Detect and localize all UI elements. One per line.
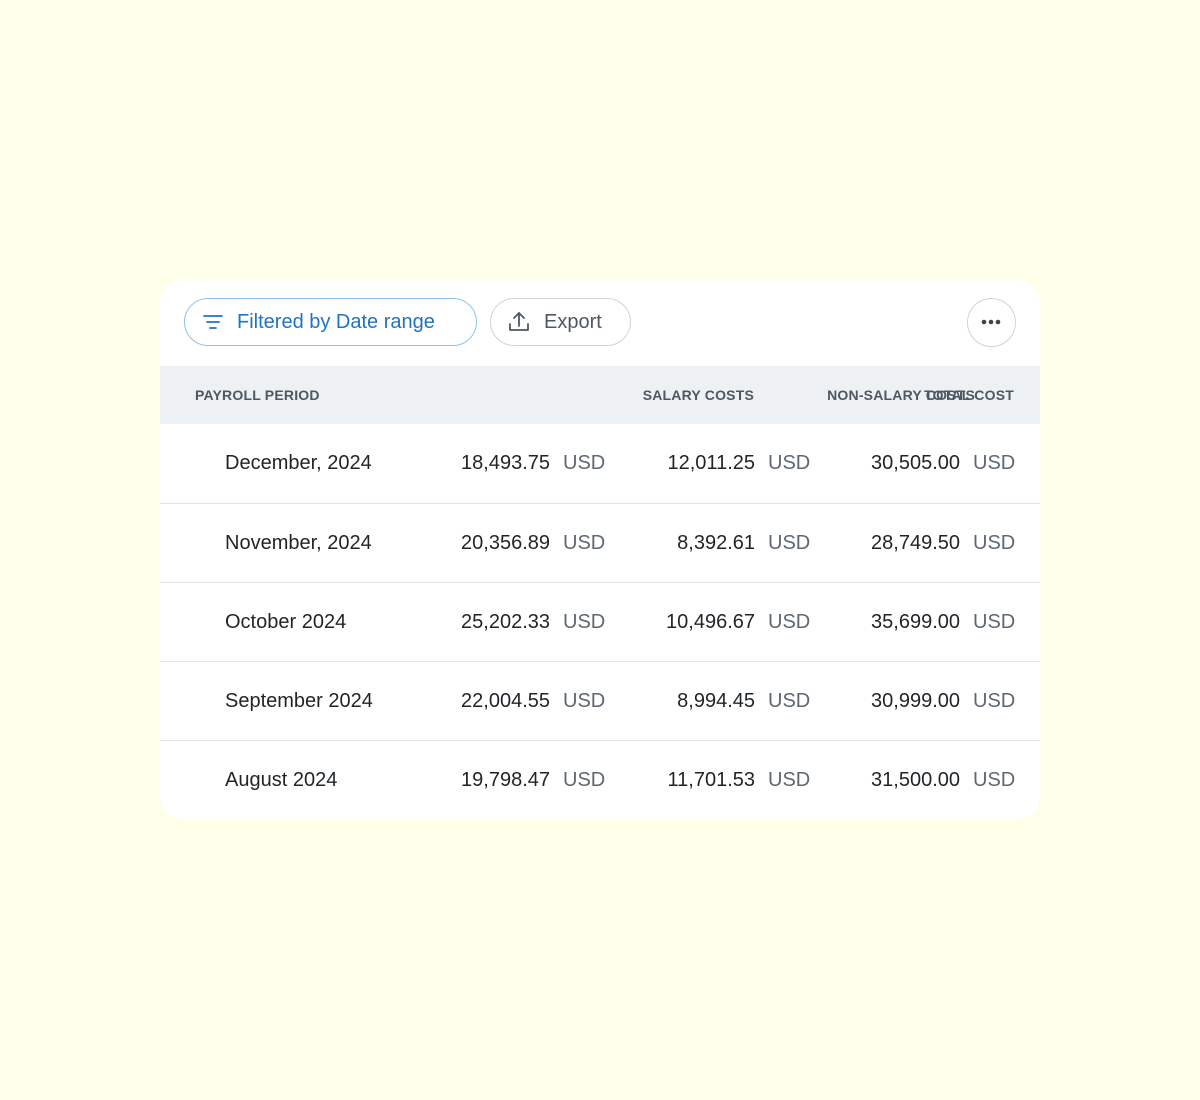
currency: USD bbox=[563, 532, 606, 554]
currency: USD bbox=[563, 452, 606, 474]
currency: USD bbox=[973, 690, 1016, 712]
currency: USD bbox=[563, 611, 606, 633]
amount: 11,701.53 bbox=[667, 769, 756, 791]
status-dot bbox=[195, 771, 213, 789]
amount: 8,994.45 bbox=[677, 690, 755, 712]
amount: 12,011.25 bbox=[667, 452, 756, 474]
table-row: August 2024 19,798.47 USD 11,701.53 USD 31,50… bbox=[160, 740, 1040, 820]
currency: USD bbox=[973, 532, 1016, 554]
currency: USD bbox=[768, 452, 811, 474]
amount: 8,392.61 bbox=[677, 532, 755, 554]
currency: USD bbox=[973, 769, 1016, 791]
column-header: NON-SALARY COSTS bbox=[827, 387, 975, 403]
currency: USD bbox=[768, 769, 811, 791]
currency: USD bbox=[563, 690, 606, 712]
amount: 18,493.75 bbox=[461, 452, 550, 474]
amount: 31,500.00 bbox=[871, 769, 960, 791]
amount: 35,699.00 bbox=[871, 611, 960, 633]
filter-button[interactable]: Filtered by Date range bbox=[184, 298, 477, 346]
period-cell: November, 2024 bbox=[225, 532, 372, 554]
table-body: December, 2024 18,493.75 USD 12,011.25 USD 30… bbox=[160, 424, 1040, 820]
table-row: November, 2024 20,356.89 USD 8,392.61 USD 28,… bbox=[160, 503, 1040, 583]
export-button[interactable]: Export bbox=[490, 298, 631, 346]
table-row: December, 2024 18,493.75 USD 12,011.25 USD 30… bbox=[160, 424, 1040, 503]
column-header: SALARY COSTS bbox=[642, 387, 754, 403]
amount: 28,749.50 bbox=[871, 532, 960, 554]
filter-icon bbox=[203, 315, 223, 329]
table-card: Filtered by Date range Export PAYROLL PE… bbox=[160, 280, 1040, 820]
export-icon bbox=[509, 312, 529, 331]
more-icon bbox=[981, 319, 1001, 325]
amount: 25,202.33 bbox=[461, 611, 550, 633]
amount: 30,999.00 bbox=[871, 690, 960, 712]
filter-label: Filtered by Date range bbox=[237, 310, 435, 333]
status-dot bbox=[195, 534, 213, 552]
table-header: PAYROLL PERIOD SALARY COSTS NON-SALARY COS… bbox=[160, 366, 1040, 424]
column-header: TOTAL COST bbox=[924, 387, 1014, 403]
period-cell: August 2024 bbox=[225, 769, 338, 791]
period-cell: December, 2024 bbox=[225, 452, 372, 474]
period-cell: October 2024 bbox=[225, 611, 347, 633]
export-label: Export bbox=[544, 310, 602, 333]
amount: 22,004.55 bbox=[461, 690, 550, 712]
table-row: September 2024 22,004.55 USD 8,994.45 USD 30,… bbox=[160, 661, 1040, 741]
amount: 10,496.67 bbox=[666, 611, 755, 633]
amount: 20,356.89 bbox=[461, 532, 550, 554]
amount: 19,798.47 bbox=[461, 769, 550, 791]
currency: USD bbox=[768, 532, 811, 554]
amount: 30,505.00 bbox=[871, 452, 960, 474]
currency: USD bbox=[973, 611, 1016, 633]
status-dot bbox=[195, 692, 213, 710]
status-dot bbox=[195, 613, 213, 631]
currency: USD bbox=[768, 611, 811, 633]
table-row: October 2024 25,202.33 USD 10,496.67 USD 35,6… bbox=[160, 582, 1040, 662]
currency: USD bbox=[973, 452, 1016, 474]
column-header: PAYROLL PERIOD bbox=[195, 387, 320, 403]
currency: USD bbox=[563, 769, 606, 791]
status-dot bbox=[195, 454, 213, 472]
currency: USD bbox=[768, 690, 811, 712]
period-cell: September 2024 bbox=[225, 690, 373, 712]
more-button[interactable] bbox=[967, 298, 1016, 347]
